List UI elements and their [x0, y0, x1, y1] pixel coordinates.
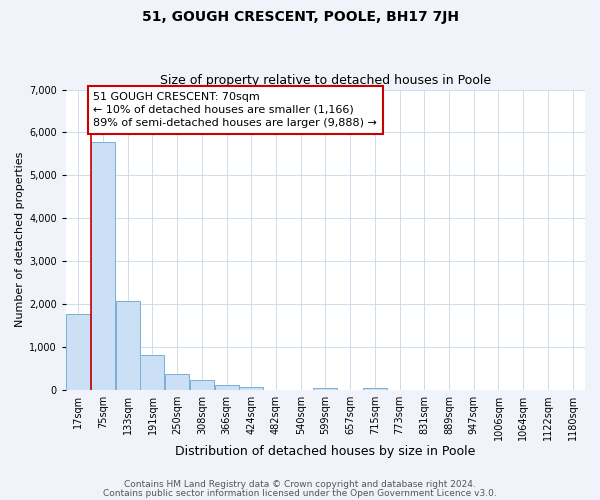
X-axis label: Distribution of detached houses by size in Poole: Distribution of detached houses by size … [175, 444, 476, 458]
Title: Size of property relative to detached houses in Poole: Size of property relative to detached ho… [160, 74, 491, 87]
Bar [140, 355, 164, 390]
Bar [363, 388, 387, 390]
Text: 51, GOUGH CRESCENT, POOLE, BH17 7JH: 51, GOUGH CRESCENT, POOLE, BH17 7JH [142, 10, 458, 24]
Bar [165, 374, 189, 390]
Bar [215, 386, 239, 390]
Bar [91, 142, 115, 390]
Text: Contains HM Land Registry data © Crown copyright and database right 2024.: Contains HM Land Registry data © Crown c… [124, 480, 476, 489]
Y-axis label: Number of detached properties: Number of detached properties [15, 152, 25, 328]
Bar [116, 300, 140, 390]
Bar [67, 314, 90, 390]
Bar [239, 387, 263, 390]
Bar [313, 388, 337, 390]
Text: 51 GOUGH CRESCENT: 70sqm
← 10% of detached houses are smaller (1,166)
89% of sem: 51 GOUGH CRESCENT: 70sqm ← 10% of detach… [93, 92, 377, 128]
Bar [190, 380, 214, 390]
Text: Contains public sector information licensed under the Open Government Licence v3: Contains public sector information licen… [103, 488, 497, 498]
